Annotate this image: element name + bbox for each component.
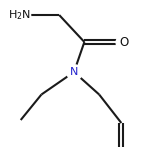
Text: N: N xyxy=(70,67,78,77)
Text: O: O xyxy=(120,36,129,48)
Text: H$_2$N: H$_2$N xyxy=(8,8,31,22)
